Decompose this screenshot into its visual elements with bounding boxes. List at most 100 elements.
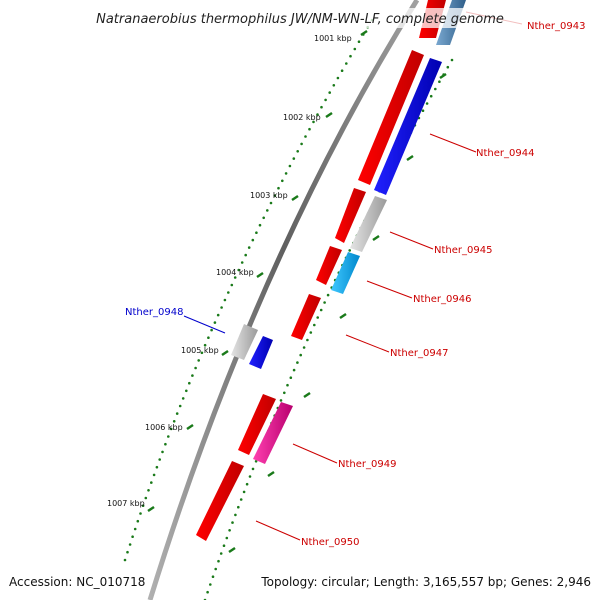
- tick-1003: [291, 194, 299, 202]
- tick-label: 1007 kbp: [107, 499, 145, 508]
- scale-dot: [231, 521, 234, 524]
- tick-label: 1004 kbp: [216, 268, 254, 277]
- gene-label-nther-0948[interactable]: Nther_0948: [125, 307, 183, 318]
- gene-nther-0946[interactable]: [316, 246, 342, 285]
- scale-dot: [242, 490, 246, 494]
- gene-label-nther-0949[interactable]: Nther_0949: [338, 459, 396, 470]
- tick-inner-2: [406, 154, 414, 162]
- scale-dot: [251, 467, 255, 471]
- scale-dot: [308, 127, 311, 131]
- scale-dot: [233, 276, 237, 279]
- gene-label-nther-0945[interactable]: Nther_0945: [434, 245, 492, 256]
- scale-dot: [357, 40, 361, 43]
- scale-dot: [185, 389, 188, 393]
- gene-label-nther-0946[interactable]: Nther_0946: [413, 294, 471, 305]
- scale-dot: [230, 283, 234, 287]
- scale-dot: [164, 442, 167, 446]
- scale-dot: [191, 374, 194, 377]
- gene-nther-0948-gray[interactable]: [231, 324, 258, 360]
- tick-1005: [221, 349, 229, 357]
- scale-dot: [161, 450, 164, 454]
- scale-dot: [316, 316, 320, 319]
- tick-1004: [256, 271, 264, 279]
- scale-dot: [152, 473, 156, 477]
- scale-dot: [158, 458, 161, 461]
- outer-scale-ring: [123, 18, 374, 562]
- topology-text: Topology: circular; Length: 3,165,557 bp…: [260, 575, 591, 589]
- scale-dot: [266, 209, 269, 212]
- scale-dot: [279, 399, 283, 402]
- scale-dot: [128, 543, 132, 546]
- tick-1007: [147, 505, 155, 513]
- scale-dot: [131, 535, 134, 538]
- scale-dot: [228, 529, 231, 532]
- scale-dot: [213, 321, 217, 324]
- scale-dot: [336, 76, 340, 80]
- scale-dot: [147, 489, 150, 492]
- leader-nther-0947: [345, 334, 390, 353]
- scale-dot: [254, 460, 258, 463]
- scale-dot: [429, 94, 433, 98]
- gene-nther-0945-b[interactable]: [350, 196, 387, 252]
- leader-nther-0950: [255, 520, 301, 541]
- scale-dot: [262, 216, 266, 220]
- gene-labels: Nther_0943 Nther_0944 Nther_0945 Nther_0…: [125, 21, 585, 548]
- gene-label-nther-0943[interactable]: Nther_0943: [527, 21, 585, 32]
- scale-dot: [244, 253, 247, 257]
- gene-label-nther-0944[interactable]: Nther_0944: [476, 148, 534, 159]
- scale-dot: [227, 291, 230, 294]
- scale-dot: [326, 293, 330, 297]
- tick-inner-1: [439, 72, 447, 80]
- gene-nther-0946-b[interactable]: [331, 252, 360, 294]
- scale-dot: [348, 249, 352, 252]
- scale-dot: [126, 550, 129, 554]
- gene-nther-0949[interactable]: [238, 394, 276, 455]
- tick-label: 1001 kbp: [314, 34, 352, 43]
- gene-nther-0949-b[interactable]: [253, 402, 293, 464]
- scale-dot: [245, 482, 249, 486]
- gene-label-nther-0950[interactable]: Nther_0950: [301, 537, 359, 548]
- scale-dot: [313, 323, 316, 327]
- scale-dot: [139, 512, 142, 515]
- scale-dot: [248, 475, 252, 478]
- scale-dot: [300, 142, 303, 146]
- leader-nther-0946: [366, 280, 413, 299]
- scale-dot: [284, 172, 288, 175]
- scale-dot: [320, 105, 323, 109]
- leader-nther-0945: [389, 231, 434, 250]
- tick-inner-3: [372, 234, 380, 242]
- scale-dot: [178, 404, 182, 408]
- scale-dot: [136, 519, 140, 523]
- scale-dot: [217, 559, 220, 563]
- scale-dot: [349, 54, 352, 58]
- scale-dot: [237, 505, 240, 509]
- tick-1001: [360, 29, 368, 37]
- gene-label-nther-0947[interactable]: Nther_0947: [390, 348, 448, 359]
- gene-nther-0950[interactable]: [196, 461, 244, 541]
- tick-1002: [325, 111, 333, 119]
- scale-dot: [222, 544, 226, 547]
- scale-dot: [172, 420, 176, 423]
- tick-inner-4: [339, 312, 347, 320]
- scale-dot: [309, 331, 313, 334]
- scale-dot: [269, 201, 273, 205]
- scale-dot: [283, 391, 286, 395]
- gene-nther-0945[interactable]: [335, 188, 366, 243]
- scale-dot: [175, 412, 179, 415]
- reverse-strand-features: [231, 324, 273, 369]
- scale-dot: [239, 498, 243, 501]
- scale-dot: [203, 343, 207, 347]
- scale-dot: [438, 80, 441, 83]
- scale-dot: [144, 496, 148, 500]
- gene-nther-0947[interactable]: [291, 294, 321, 340]
- scale-dot: [316, 113, 319, 116]
- scale-dot: [286, 383, 289, 387]
- scale-dot: [292, 368, 296, 372]
- gene-nther-0944[interactable]: [358, 50, 424, 185]
- gene-nther-0948[interactable]: [249, 336, 273, 369]
- scale-dot: [209, 583, 212, 586]
- leader-nther-0948: [183, 315, 226, 334]
- gene-nther-0944-b[interactable]: [374, 58, 442, 195]
